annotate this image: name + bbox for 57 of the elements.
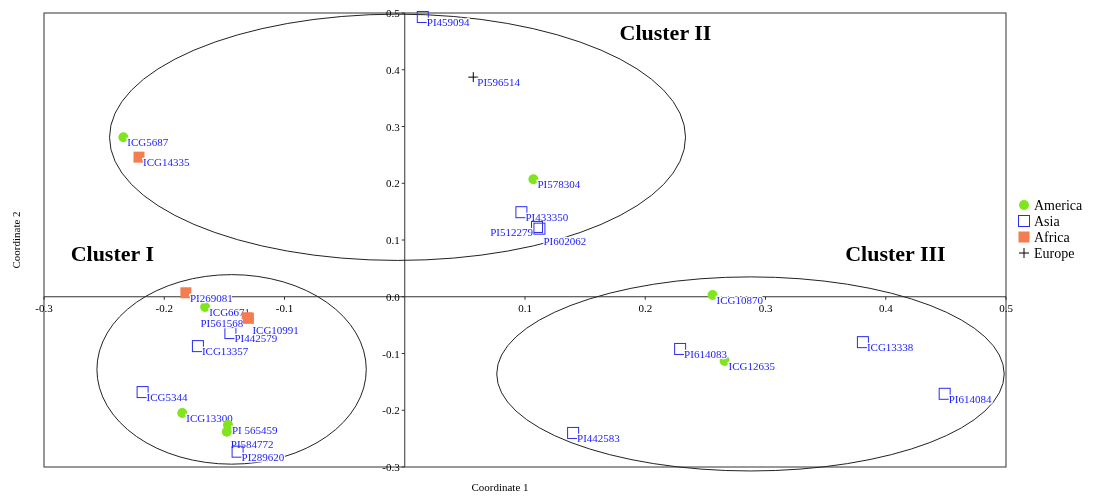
data-label: PI561568	[200, 316, 244, 329]
x-tick-label: 0.4	[878, 301, 894, 314]
y-tick-label: 0.2	[386, 177, 400, 190]
y-tick-label: 0.5	[386, 7, 401, 19]
point	[856, 336, 869, 349]
data-label: ICG13338	[866, 341, 914, 354]
data-label: PI614084	[948, 392, 992, 405]
annotation: Cluster III	[845, 240, 946, 266]
point	[467, 71, 479, 83]
point	[191, 340, 204, 353]
x-tick-label: -0.3	[35, 301, 54, 314]
point	[707, 290, 718, 301]
y-tick-label: 0.3	[386, 120, 401, 133]
data-label: ICG5344	[146, 391, 189, 404]
data-label: ICG5687	[127, 136, 169, 149]
data-label: PI433350	[525, 211, 569, 224]
point	[133, 151, 145, 163]
point	[224, 327, 237, 340]
data-label: PI512279	[490, 225, 534, 238]
x-tick-label: -0.2	[155, 301, 173, 314]
y-tick-label: -0.1	[382, 347, 400, 360]
point	[221, 426, 232, 437]
point	[180, 287, 192, 299]
point	[515, 206, 528, 219]
data-label: ICG14335	[143, 156, 190, 169]
x-tick-label: 0.5	[999, 301, 1014, 314]
y-tick-label: 0.4	[386, 63, 401, 76]
legend-label: America	[1034, 198, 1083, 213]
x-tick-label: 0.2	[638, 301, 653, 314]
point	[136, 386, 149, 399]
data-label: PI584772	[230, 437, 274, 450]
data-label: ICG13300	[186, 412, 234, 425]
y-axis-title: Coordinate 2	[10, 211, 22, 269]
point	[416, 10, 429, 23]
annotation: Cluster II	[619, 20, 712, 46]
data-label: PI 565459	[231, 424, 279, 437]
x-tick-label: -0.1	[275, 301, 294, 314]
data-label: PI442583	[577, 431, 621, 444]
point	[177, 408, 188, 419]
annotation: Cluster I	[70, 240, 154, 266]
y-tick-label: 0.1	[386, 234, 400, 246]
legend-label: Europe	[1034, 246, 1075, 261]
legend-label: Asia	[1034, 214, 1061, 229]
data-label: PI602062	[543, 234, 587, 247]
point	[938, 387, 951, 400]
data-label: ICG12635	[728, 359, 776, 372]
x-tick-label: 0.1	[518, 301, 532, 314]
data-label: PI596514	[477, 76, 521, 89]
data-label: PI614083	[684, 347, 728, 360]
data-label: PI459094	[426, 15, 471, 28]
y-tick-label: -0.3	[382, 461, 401, 473]
data-label: ICG13357	[201, 345, 249, 358]
legend-label: Africa	[1034, 230, 1071, 245]
y-tick-label: -0.2	[382, 404, 400, 417]
x-axis-title: Coordinate 1	[471, 481, 529, 493]
data-label: PI578304	[537, 178, 581, 191]
data-label: ICG6671	[209, 305, 251, 318]
